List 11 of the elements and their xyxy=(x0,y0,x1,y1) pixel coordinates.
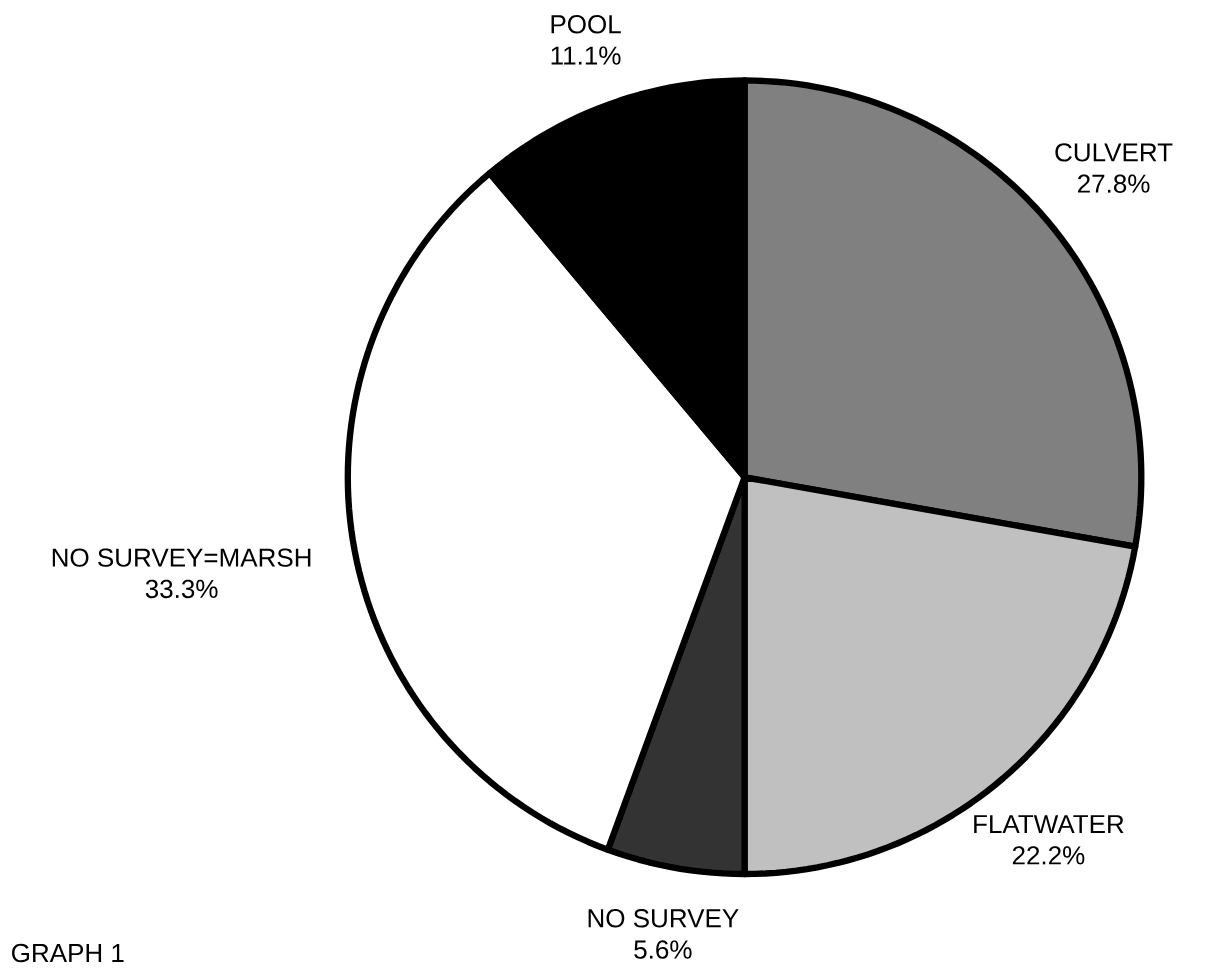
slice-label: CULVERT xyxy=(1055,143,1173,162)
slice-label: NO SURVEY xyxy=(588,909,739,928)
data-label: 33.3% xyxy=(145,579,218,599)
slice-label: NO SURVEY=MARSH xyxy=(52,548,311,567)
caption: GRAPH 1 xyxy=(12,943,124,963)
data-label: 27.8% xyxy=(1078,174,1150,193)
data-label: 11.1% xyxy=(551,46,621,65)
slice-label: POOL xyxy=(551,15,621,34)
data-label: 5.6% xyxy=(634,940,692,959)
slice-label: FLATWATER xyxy=(974,815,1124,834)
data-label: 22.2% xyxy=(1012,846,1085,865)
